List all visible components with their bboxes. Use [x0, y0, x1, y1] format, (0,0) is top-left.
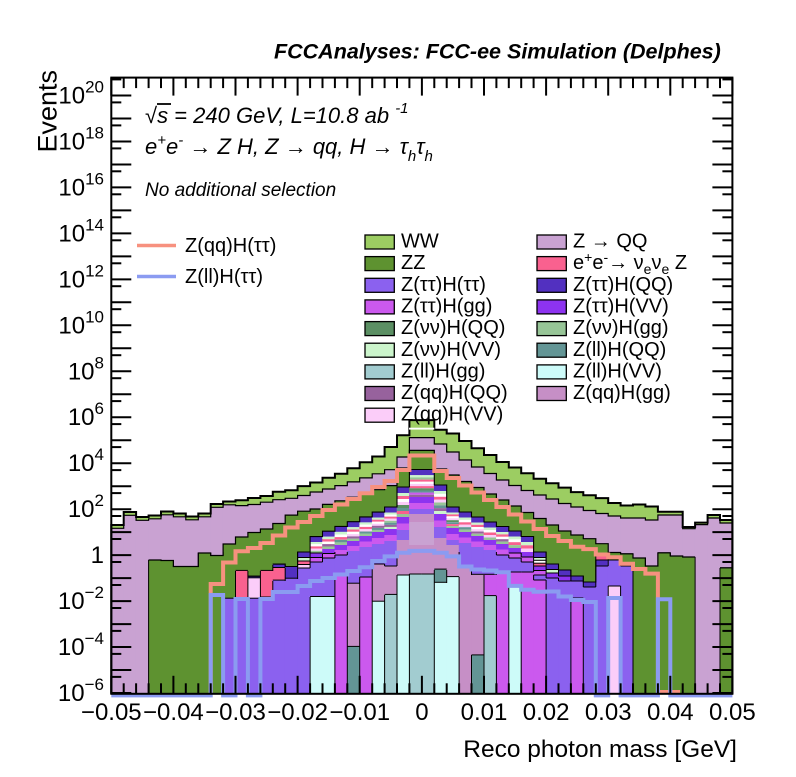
svg-text:0: 0: [415, 699, 428, 726]
svg-text:0.04: 0.04: [647, 699, 694, 726]
svg-text:ZZ: ZZ: [401, 252, 425, 274]
svg-text:−0.04: −0.04: [143, 699, 204, 726]
svg-text:−0.05: −0.05: [81, 699, 142, 726]
svg-text:No additional selection: No additional selection: [145, 180, 336, 201]
svg-text:1: 1: [91, 542, 104, 569]
svg-text:Z(ττ)H(gg): Z(ττ)H(gg): [401, 295, 492, 317]
svg-text:0.03: 0.03: [585, 699, 632, 726]
svg-text:FCCAnalyses: FCC-ee Simulation: FCCAnalyses: FCC-ee Simulation (Delphes): [274, 40, 721, 64]
svg-text:Z(ll)H(gg): Z(ll)H(gg): [401, 360, 485, 382]
svg-text:Z(ττ)H(VV): Z(ττ)H(VV): [573, 295, 669, 317]
svg-text:0.02: 0.02: [523, 699, 570, 726]
svg-text:Z(ττ)H(ττ): Z(ττ)H(ττ): [401, 274, 486, 296]
svg-text:Z(qq)H(ττ): Z(qq)H(ττ): [185, 235, 276, 257]
svg-text:Z(qq)H(gg): Z(qq)H(gg): [573, 382, 671, 404]
svg-text:WW: WW: [401, 231, 439, 253]
svg-text:√s = 240 GeV, L=10.8 ab -1: √s = 240 GeV, L=10.8 ab -1: [145, 100, 409, 128]
svg-text:Z(νν)H(QQ): Z(νν)H(QQ): [401, 317, 505, 339]
svg-text:Z(νν)H(VV): Z(νν)H(VV): [401, 339, 501, 361]
svg-text:Reco photon mass [GeV]: Reco photon mass [GeV]: [463, 736, 737, 763]
svg-text:−0.01: −0.01: [329, 699, 390, 726]
svg-text:−0.02: −0.02: [267, 699, 328, 726]
svg-text:1020: 1020: [58, 78, 104, 110]
svg-text:Z(qq)H(VV): Z(qq)H(VV): [401, 404, 503, 426]
svg-text:Z(ll)H(ττ): Z(ll)H(ττ): [185, 266, 263, 288]
svg-text:Z(νν)H(gg): Z(νν)H(gg): [573, 317, 669, 339]
svg-text:Z(ll)H(VV): Z(ll)H(VV): [573, 360, 662, 382]
svg-text:0.05: 0.05: [709, 699, 756, 726]
svg-text:e+e-→ νeνe Z: e+e-→ νeνe Z: [573, 249, 687, 277]
svg-text:0.01: 0.01: [461, 699, 508, 726]
svg-text:Z(qq)H(QQ): Z(qq)H(QQ): [401, 382, 508, 404]
svg-text:Z(ll)H(QQ): Z(ll)H(QQ): [573, 339, 666, 361]
svg-text:Z(ττ)H(QQ): Z(ττ)H(QQ): [573, 274, 673, 296]
svg-text:−0.03: −0.03: [205, 699, 266, 726]
svg-text:Events: Events: [33, 70, 63, 153]
svg-text:Z → QQ: Z → QQ: [573, 231, 647, 253]
